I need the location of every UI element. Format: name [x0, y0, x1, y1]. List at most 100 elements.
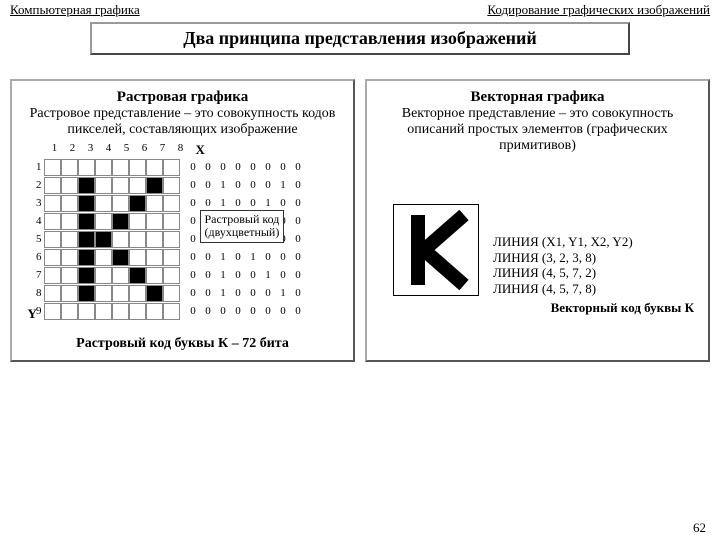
code-bit: 1 [246, 251, 261, 263]
grid-cell [61, 231, 78, 248]
code-bit: 0 [246, 179, 261, 191]
grid-cell [163, 177, 180, 194]
code-bit: 0 [186, 287, 201, 299]
callout-box: Растровый код(двухцветный) [200, 210, 285, 242]
code-bit: 0 [231, 179, 246, 191]
code-bit: 1 [276, 287, 291, 299]
grid-cell [61, 195, 78, 212]
grid-cell [44, 213, 61, 230]
col-label: 4 [100, 142, 118, 158]
code-bit: 0 [276, 161, 291, 173]
grid-cell [129, 285, 146, 302]
grid-col-labels: 12345678X [46, 142, 338, 158]
code-bit: 1 [261, 197, 276, 209]
grid-cell [78, 285, 95, 302]
grid-cell [61, 213, 78, 230]
grid-cell [146, 177, 163, 194]
grid-cell [61, 303, 78, 320]
grid-cell [146, 267, 163, 284]
raster-subtitle: Растровое представление – это совокупнос… [18, 106, 347, 138]
grid-cell [78, 195, 95, 212]
grid-cell [95, 213, 112, 230]
col-label: 1 [46, 142, 64, 158]
grid-cells [44, 285, 180, 302]
grid-cell [61, 249, 78, 266]
code-bit: 0 [186, 215, 201, 227]
grid-row: 300100100 [28, 194, 338, 212]
header: Компьютерная графика Кодирование графиче… [0, 0, 720, 18]
grid-cells [44, 195, 180, 212]
grid-cell [78, 177, 95, 194]
code-bit: 0 [246, 305, 261, 317]
grid-cell [44, 159, 61, 176]
vector-line: ЛИНИЯ (4, 5, 7, 8) [493, 281, 633, 297]
vector-line: ЛИНИЯ (3, 2, 3, 8) [493, 250, 633, 266]
grid-cell [146, 285, 163, 302]
code-bit: 1 [216, 197, 231, 209]
grid-row: 800100010 [28, 284, 338, 302]
code-bit: 1 [216, 179, 231, 191]
code-bit: 0 [291, 215, 306, 227]
grid-cell [61, 177, 78, 194]
code-bit: 1 [216, 251, 231, 263]
code-row: 00000000 [186, 305, 306, 317]
code-bit: 0 [291, 305, 306, 317]
grid-cells [44, 177, 180, 194]
grid-cell [146, 303, 163, 320]
grid-cell [163, 267, 180, 284]
callout-text: Растровый код(двухцветный) [205, 212, 280, 239]
code-bit: 0 [261, 179, 276, 191]
col-label: 5 [118, 142, 136, 158]
code-bit: 0 [291, 161, 306, 173]
vector-line: ЛИНИЯ (4, 5, 7, 2) [493, 265, 633, 281]
row-label: 5 [28, 233, 44, 245]
grid-cell [112, 303, 129, 320]
code-bit: 1 [276, 179, 291, 191]
code-bit: 0 [186, 179, 201, 191]
code-bit: 0 [276, 269, 291, 281]
code-bit: 0 [231, 251, 246, 263]
code-bit: 0 [246, 161, 261, 173]
grid-cell [44, 177, 61, 194]
grid-cell [44, 285, 61, 302]
row-label: 3 [28, 197, 44, 209]
grid-cell [163, 213, 180, 230]
grid-cell [95, 231, 112, 248]
grid-cell [112, 231, 129, 248]
code-bit: 1 [261, 269, 276, 281]
code-bit: 0 [201, 287, 216, 299]
row-label: 4 [28, 215, 44, 227]
grid-cell [95, 177, 112, 194]
code-bit: 0 [231, 287, 246, 299]
code-bit: 0 [291, 197, 306, 209]
code-bit: 0 [186, 251, 201, 263]
raster-caption: Растровый код буквы К – 72 бита [18, 336, 347, 352]
row-label: 6 [28, 251, 44, 263]
code-bit: 0 [186, 161, 201, 173]
grid-cells [44, 159, 180, 176]
grid-cell [146, 195, 163, 212]
code-bit: 0 [261, 305, 276, 317]
col-label: 7 [154, 142, 172, 158]
row-label: 1 [28, 161, 44, 173]
grid-cell [95, 267, 112, 284]
grid-cell [78, 213, 95, 230]
grid-cell [129, 249, 146, 266]
grid-cell [163, 231, 180, 248]
code-bit: 0 [186, 269, 201, 281]
code-bit: 0 [261, 251, 276, 263]
vector-letter-box [393, 204, 479, 296]
code-row: 00100010 [186, 179, 306, 191]
header-left: Компьютерная графика [10, 2, 140, 18]
grid-cell [61, 159, 78, 176]
row-label: 2 [28, 179, 44, 191]
grid-cells [44, 303, 180, 320]
vector-panel: Векторная графика Векторное представлени… [365, 79, 710, 362]
grid-cell [146, 249, 163, 266]
grid-cell [95, 285, 112, 302]
grid-row: 400101000 [28, 212, 338, 230]
grid-cell [129, 303, 146, 320]
code-bit: 1 [216, 269, 231, 281]
grid-cells [44, 213, 180, 230]
code-bit: 0 [291, 287, 306, 299]
